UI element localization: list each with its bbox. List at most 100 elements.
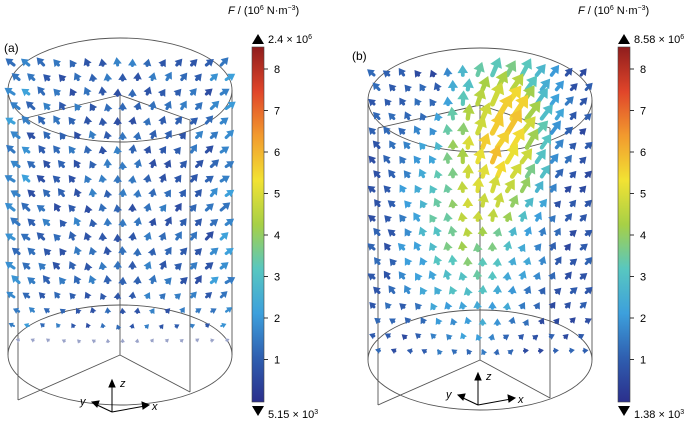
force-arrow-head [173, 262, 182, 271]
force-arrow-shaft [24, 61, 31, 67]
force-arrow-shaft [76, 279, 80, 285]
force-arrow-shaft [385, 129, 391, 135]
force-arrow-shaft [219, 235, 226, 241]
panel-b-min-triangle [618, 406, 630, 416]
force-arrow-head [369, 332, 376, 340]
force-arrow-head [463, 227, 473, 237]
force-arrow-head [28, 307, 35, 314]
force-arrow-shaft [209, 103, 216, 111]
force-arrow-head [5, 117, 14, 126]
force-arrow-shaft [489, 121, 500, 136]
panel-b-colorbar: F / (106 N·m−3) 8.58 × 106 8 7 6 5 4 3 2 1 1.38… [578, 5, 684, 421]
force-arrow-head [43, 248, 52, 257]
force-arrow-head [535, 64, 546, 75]
force-arrow-shaft [180, 250, 185, 256]
force-arrow-head [399, 303, 407, 311]
force-arrow-shaft [584, 289, 590, 294]
force-arrow-head [104, 103, 113, 112]
colorbar-tick-label: 6 [640, 147, 646, 159]
force-arrow-shaft [584, 144, 590, 149]
force-arrow-head [148, 129, 157, 138]
force-arrow-shaft [209, 221, 215, 227]
force-arrow-head [533, 211, 542, 221]
force-arrow-head [511, 73, 524, 87]
force-arrow-head [463, 256, 473, 265]
force-arrow-head [399, 97, 407, 106]
force-arrow-head [508, 226, 517, 236]
force-arrow-head [404, 228, 413, 237]
force-arrow-head [163, 189, 171, 198]
force-arrow-head [89, 160, 97, 169]
force-arrow-shaft [391, 144, 396, 150]
force-arrow-shaft [30, 221, 36, 227]
force-arrow-head [477, 192, 489, 203]
force-arrow-head [399, 214, 407, 223]
force-arrow-shaft [509, 134, 521, 151]
force-arrow-head [73, 72, 82, 81]
force-arrow-head [548, 301, 556, 310]
force-arrow-shaft [224, 104, 232, 111]
force-arrow-head [43, 160, 51, 169]
force-arrow-shaft [219, 148, 226, 154]
force-arrow-head [59, 248, 67, 257]
force-arrow-shaft [165, 105, 170, 111]
force-arrow-head [384, 302, 392, 310]
force-arrow-head [194, 102, 203, 110]
force-arrow-head [220, 291, 228, 299]
panel-a-label: (a) [4, 41, 19, 55]
force-arrow-head [147, 247, 157, 256]
force-arrow-head [367, 243, 376, 251]
force-arrow-head [53, 145, 61, 154]
force-arrow-head [368, 155, 377, 164]
force-arrow-head [4, 87, 13, 96]
force-arrow-head [384, 215, 392, 223]
force-arrow-head [456, 147, 469, 157]
force-arrow-shaft [14, 133, 21, 140]
force-arrow-shaft [30, 163, 36, 169]
force-arrow-head [222, 202, 231, 211]
force-arrow-shaft [519, 154, 529, 165]
force-arrow-head [164, 71, 172, 80]
force-arrow-head [88, 73, 98, 82]
force-arrow-head [205, 175, 214, 184]
force-arrow-head [390, 348, 397, 355]
force-arrow-shaft [386, 246, 391, 251]
force-arrow-shaft [579, 188, 584, 193]
force-arrow-shaft [401, 101, 406, 106]
force-arrow-head [71, 323, 77, 329]
panel-b-colorbar-gradient [617, 46, 631, 403]
force-arrow-head [59, 101, 67, 110]
force-arrow-head [499, 94, 513, 109]
force-arrow-shaft [569, 203, 574, 207]
force-arrow-shaft [584, 173, 589, 178]
force-arrow-head [428, 270, 437, 279]
force-arrow-shaft [60, 163, 65, 169]
force-arrow-head [83, 57, 92, 66]
force-arrow-head [384, 98, 392, 107]
force-arrow-shaft [554, 112, 562, 121]
force-arrow-head [508, 85, 522, 100]
force-arrow-shaft [40, 90, 46, 96]
force-arrow-shaft [505, 185, 512, 194]
force-arrow-shaft [579, 275, 584, 280]
force-arrow-head [374, 317, 382, 325]
force-arrow-shaft [180, 222, 185, 227]
force-arrow-head [73, 275, 82, 284]
force-arrow-head [419, 257, 428, 266]
force-arrow-shaft [175, 120, 180, 125]
force-arrow-shaft [510, 200, 516, 208]
force-arrow-shaft [165, 134, 170, 140]
force-arrow-head [569, 83, 578, 91]
force-arrow-shaft [401, 130, 406, 135]
panel-b-min-label: 1.38 × 103 [634, 409, 684, 421]
force-arrow-head [569, 229, 577, 238]
force-arrow-head [398, 271, 407, 280]
force-arrow-head [188, 204, 197, 213]
force-arrow-head [158, 88, 166, 97]
force-arrow-head [133, 189, 142, 197]
force-arrow-head [387, 200, 396, 209]
force-arrow-head [84, 204, 93, 213]
force-arrow-head [564, 213, 573, 221]
force-arrow-shaft [406, 115, 411, 121]
force-arrow-head [430, 302, 438, 311]
